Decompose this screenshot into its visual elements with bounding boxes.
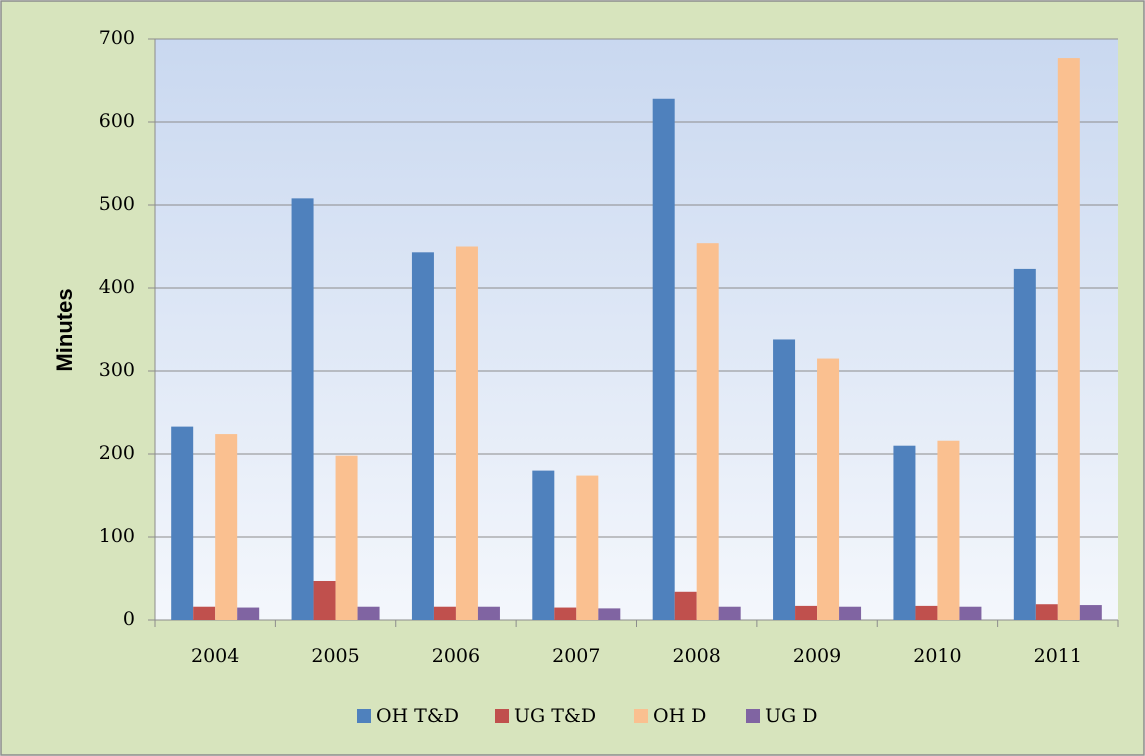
x-tick-label: 2011 <box>1034 645 1082 667</box>
bar <box>839 606 862 620</box>
bar <box>411 252 434 620</box>
x-tick-label: 2005 <box>311 645 359 667</box>
legend-label: UG T&D <box>514 705 596 727</box>
y-axis-label: Minutes <box>52 288 77 371</box>
bar <box>937 440 960 620</box>
bar <box>554 607 577 620</box>
bar <box>893 445 916 620</box>
x-tick-label: 2010 <box>913 645 961 667</box>
bar <box>237 607 260 620</box>
x-tick-label: 2008 <box>673 645 721 667</box>
legend-label: UG D <box>765 705 817 727</box>
y-tick-label: 200 <box>99 442 135 464</box>
bar <box>477 606 500 620</box>
x-tick-label: 2004 <box>191 645 239 667</box>
y-tick-label: 300 <box>99 359 135 381</box>
bar <box>795 605 818 620</box>
legend-swatch <box>746 709 760 723</box>
bar <box>171 426 194 620</box>
legend-label: OH T&D <box>376 705 459 727</box>
bar <box>674 591 697 620</box>
bar <box>576 475 599 620</box>
y-tick-label: 700 <box>99 27 135 49</box>
bar <box>915 605 938 620</box>
bar <box>773 339 796 620</box>
bar <box>193 606 216 620</box>
bar <box>1079 605 1102 620</box>
bar <box>959 606 982 620</box>
y-tick-label: 600 <box>99 110 135 132</box>
bar <box>817 358 840 620</box>
y-tick-label: 400 <box>99 276 135 298</box>
legend-swatch <box>495 709 509 723</box>
bar <box>598 608 621 620</box>
bar <box>718 606 741 620</box>
bar <box>357 606 380 620</box>
bar <box>696 243 719 620</box>
bar <box>313 580 336 620</box>
x-tick-label: 2006 <box>432 645 480 667</box>
x-tick-label: 2009 <box>793 645 841 667</box>
bar <box>335 455 358 620</box>
x-tick-label: 2007 <box>552 645 600 667</box>
bar <box>455 246 478 620</box>
legend-label: OH D <box>653 705 706 727</box>
bar <box>215 434 238 620</box>
y-tick-label: 100 <box>99 525 135 547</box>
bar <box>652 98 675 620</box>
bar <box>433 606 456 620</box>
y-tick-label: 0 <box>123 608 135 630</box>
bar <box>1013 268 1036 620</box>
bar <box>1035 604 1058 620</box>
bar <box>532 470 555 620</box>
legend-swatch <box>634 709 648 723</box>
bar <box>1057 58 1080 620</box>
y-tick-label: 500 <box>99 193 135 215</box>
legend-swatch <box>357 709 371 723</box>
bar <box>291 198 314 621</box>
